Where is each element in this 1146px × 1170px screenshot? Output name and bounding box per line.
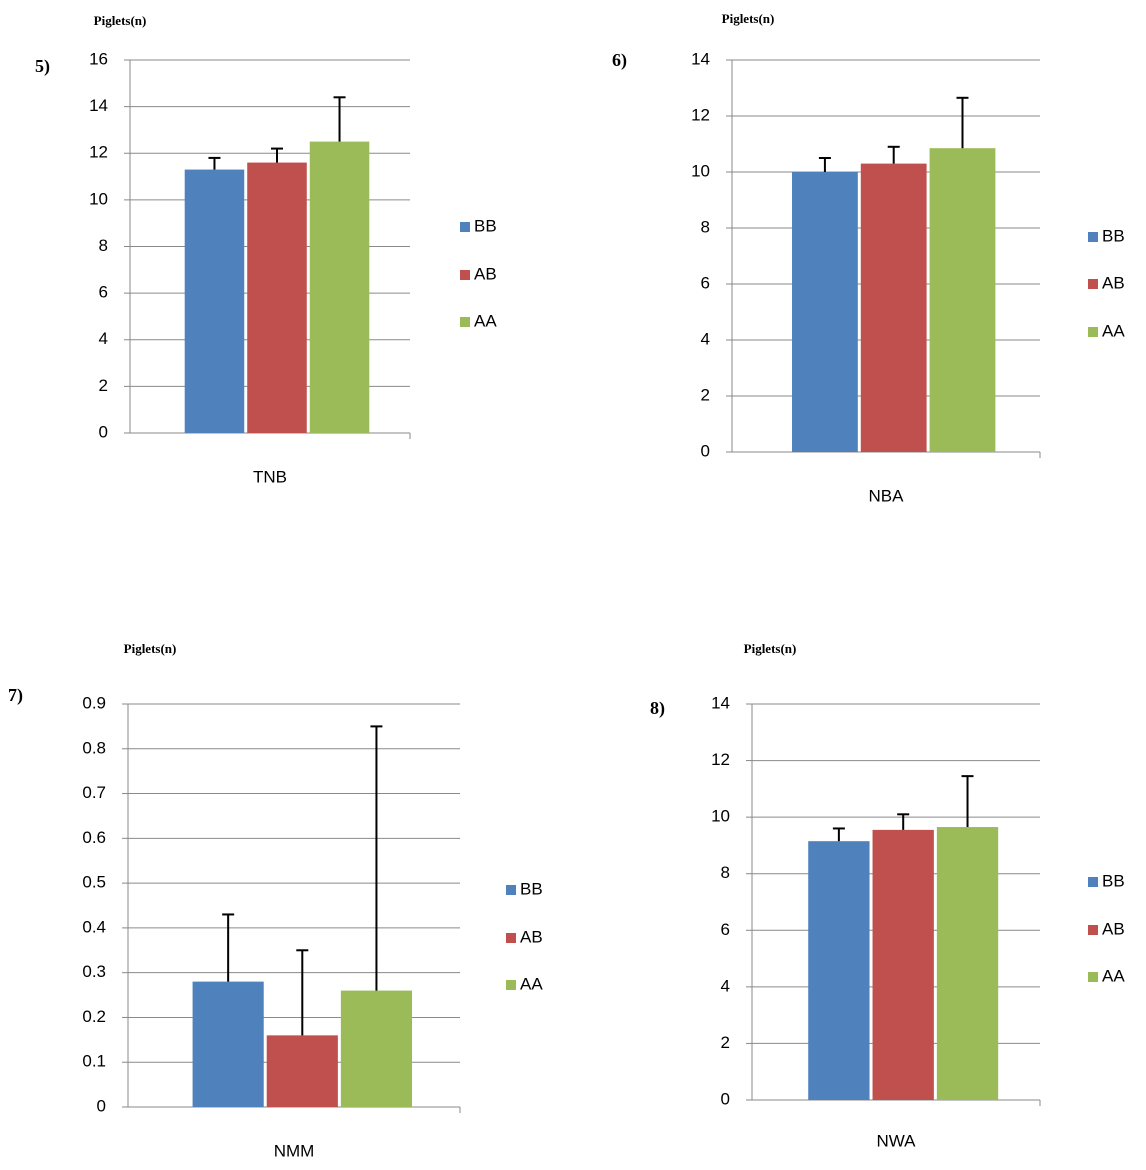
bar: [792, 172, 858, 452]
bar: [193, 982, 264, 1107]
x-tick-label: NMM: [274, 1141, 315, 1160]
y-axis-title: Piglets(n): [744, 641, 797, 656]
legend-label: BB: [1102, 871, 1125, 890]
y-tick-label: 0.4: [82, 917, 106, 936]
x-tick-label: NBA: [869, 486, 905, 505]
legend-swatch: [1088, 232, 1098, 242]
y-axis-title: Piglets(n): [94, 13, 147, 28]
y-tick-label: 10: [89, 189, 108, 208]
bar: [861, 164, 927, 452]
legend-swatch: [460, 222, 470, 232]
y-tick-label: 6: [721, 920, 730, 939]
y-tick-label: 6: [99, 283, 108, 302]
y-tick-label: 4: [99, 329, 108, 348]
legend-swatch: [506, 933, 516, 943]
y-tick-label: 2: [721, 1033, 730, 1052]
y-axis-title: Piglets(n): [722, 11, 775, 26]
bar: [310, 142, 370, 433]
panel-label: 8): [650, 698, 665, 719]
panel-label: 7): [8, 685, 23, 706]
legend-label: AA: [474, 311, 497, 330]
panel-label: 5): [35, 56, 50, 77]
y-tick-label: 2: [701, 385, 710, 404]
y-tick-label: 0.6: [82, 828, 106, 847]
legend-label: AA: [520, 974, 543, 993]
legend-swatch: [1088, 972, 1098, 982]
legend-swatch: [1088, 327, 1098, 337]
legend-swatch: [506, 885, 516, 895]
bar: [185, 170, 245, 433]
y-tick-label: 0.2: [82, 1007, 106, 1026]
y-tick-label: 0: [721, 1089, 730, 1108]
y-tick-label: 2: [99, 376, 108, 395]
y-tick-label: 10: [711, 807, 730, 826]
bar: [930, 148, 996, 452]
bar: [873, 830, 934, 1100]
legend-label: AA: [1102, 321, 1125, 340]
legend-label: BB: [520, 879, 543, 898]
legend-label: BB: [474, 216, 497, 235]
bar: [247, 163, 307, 433]
legend-label: AB: [474, 264, 497, 283]
figure: Piglets(n) 5) 0 2 4 6 8 10 12 14 16 TNB BB AB AA Piglet…: [0, 0, 1146, 1170]
x-tick-label: NWA: [876, 1131, 916, 1150]
y-axis-title: Piglets(n): [124, 641, 177, 656]
y-tick-label: 14: [89, 96, 108, 115]
legend-swatch: [460, 317, 470, 327]
y-tick-label: 12: [89, 143, 108, 162]
legend-swatch: [460, 270, 470, 280]
y-tick-label: 0.7: [82, 783, 106, 802]
y-tick-label: 0.9: [82, 693, 106, 712]
legend-label: AB: [520, 927, 543, 946]
bar: [808, 841, 869, 1100]
y-tick-label: 0: [99, 422, 108, 441]
y-tick-label: 4: [701, 329, 710, 348]
y-tick-label: 6: [701, 273, 710, 292]
y-tick-label: 0: [97, 1096, 106, 1115]
panel-label: 6): [612, 50, 627, 71]
legend-swatch: [506, 980, 516, 990]
y-tick-label: 14: [711, 693, 730, 712]
y-tick-label: 16: [89, 49, 108, 68]
y-tick-label: 12: [711, 750, 730, 769]
y-tick-label: 0.3: [82, 962, 106, 981]
bar: [341, 991, 412, 1107]
bar: [937, 827, 998, 1100]
y-tick-label: 0.1: [82, 1052, 106, 1071]
y-tick-label: 10: [691, 161, 710, 180]
legend-label: AB: [1102, 919, 1125, 938]
legend-swatch: [1088, 877, 1098, 887]
x-tick-label: TNB: [253, 467, 287, 486]
y-tick-label: 0: [701, 441, 710, 460]
legend-swatch: [1088, 925, 1098, 935]
legend-label: AB: [1102, 273, 1125, 292]
bar: [267, 1035, 338, 1107]
y-tick-label: 8: [99, 236, 108, 255]
legend-swatch: [1088, 279, 1098, 289]
y-tick-label: 8: [721, 863, 730, 882]
legend-label: AA: [1102, 966, 1125, 985]
y-tick-label: 8: [701, 217, 710, 236]
legend-label: BB: [1102, 226, 1125, 245]
y-tick-label: 12: [691, 105, 710, 124]
y-tick-label: 4: [721, 976, 730, 995]
y-tick-label: 14: [691, 49, 710, 68]
y-tick-label: 0.8: [82, 738, 106, 757]
y-tick-label: 0.5: [82, 873, 106, 892]
